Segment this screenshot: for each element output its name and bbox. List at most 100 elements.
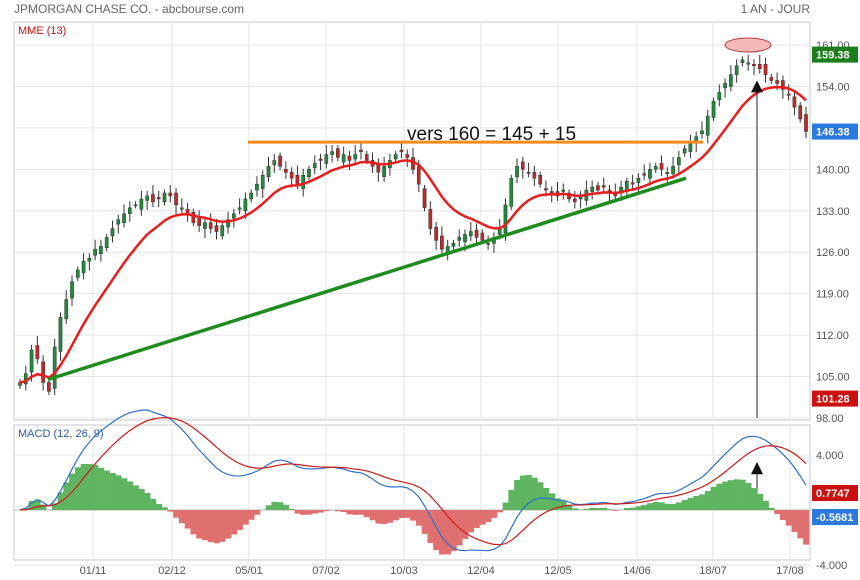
candle-body: [330, 151, 334, 155]
candle: [70, 275, 74, 307]
macd-histogram-bar: [421, 510, 428, 534]
candle-body: [746, 62, 751, 65]
candle: [769, 74, 774, 85]
candle: [526, 162, 531, 178]
price-tag-bg: [812, 390, 858, 407]
macd-histogram-bar: [92, 464, 99, 510]
candle-body: [191, 212, 196, 223]
x-tick-label: 18/07: [699, 565, 727, 577]
candle: [382, 156, 386, 182]
price-tag-bg: [812, 46, 858, 63]
candle-body: [463, 234, 467, 243]
macd-histogram-bar: [363, 510, 371, 518]
candle: [405, 149, 410, 167]
candle-body: [197, 217, 202, 226]
macd-histogram-bar: [300, 510, 307, 515]
macd-histogram-bar: [496, 510, 503, 513]
macd-histogram-bar: [583, 508, 590, 510]
macd-histogram-bar: [323, 510, 330, 512]
candle: [324, 145, 329, 169]
candle: [312, 155, 317, 175]
candle: [700, 121, 704, 139]
macd-histogram-bar: [606, 509, 613, 510]
macd-histogram-bar: [687, 497, 694, 510]
macd-histogram-bar: [577, 509, 584, 510]
candle-body: [538, 175, 542, 185]
candle-body: [474, 229, 479, 238]
macd-histogram-bar: [196, 510, 203, 539]
macd-histogram-bar: [150, 498, 157, 510]
candle: [237, 198, 242, 215]
candle: [740, 56, 745, 67]
macd-histogram-bar: [791, 510, 798, 532]
candle-body: [798, 105, 803, 120]
candle-body: [399, 149, 404, 152]
macd-histogram-bar: [202, 510, 209, 541]
candle: [572, 190, 577, 209]
candle: [81, 253, 86, 280]
macd-histogram-bar: [779, 510, 787, 521]
macd-histogram-bar: [138, 488, 145, 510]
candle: [52, 338, 57, 395]
macd-histogram-bar: [317, 510, 324, 513]
price-tag-bg: [812, 123, 858, 140]
macd-histogram-bar: [132, 485, 139, 510]
macd-histogram-bar: [491, 510, 498, 518]
candle: [41, 355, 45, 391]
macd-histogram-bar: [410, 510, 417, 521]
macd-histogram-bar: [444, 510, 451, 555]
macd-histogram-bar: [115, 475, 122, 510]
candle: [515, 158, 519, 184]
macd-histogram-bar: [727, 480, 735, 510]
candle-body: [781, 80, 785, 90]
macd-histogram-bar: [207, 510, 215, 543]
candle: [151, 185, 155, 207]
candle: [677, 150, 681, 173]
macd-histogram-bar: [473, 510, 480, 529]
candle-body: [231, 213, 236, 219]
candle: [87, 253, 92, 271]
candle: [711, 97, 716, 122]
candle-body: [653, 166, 658, 170]
top-ellipse: [724, 37, 772, 53]
candle: [249, 189, 254, 203]
x-tick-label: 17/08: [776, 565, 804, 577]
candle: [520, 156, 525, 179]
macd-histogram-bar: [751, 488, 758, 510]
candle-body: [648, 169, 652, 179]
macd-histogram-bar: [63, 482, 70, 510]
candle-body: [41, 361, 45, 383]
candle-body: [700, 130, 704, 135]
candle: [318, 153, 323, 170]
macd-histogram-bar: [664, 503, 671, 510]
candle: [532, 165, 537, 187]
candle-body: [688, 142, 693, 152]
candle-body: [682, 148, 687, 154]
candle-body: [480, 232, 485, 241]
y-tick-label: 154.00: [816, 81, 850, 93]
macd-histogram-bar: [98, 467, 105, 510]
macd-histogram-bar: [439, 510, 446, 555]
macd-histogram-bar: [282, 504, 290, 510]
macd-histogram-bar: [710, 486, 717, 510]
macd-tick-label: -4.000: [816, 560, 847, 572]
candle: [231, 208, 236, 228]
candle-body: [336, 148, 340, 158]
candle: [359, 143, 363, 160]
candle: [746, 54, 751, 71]
candle-body: [307, 169, 311, 177]
candle-body: [312, 163, 317, 169]
macd-histogram-bar: [236, 510, 243, 530]
candle: [538, 171, 542, 188]
macd-histogram-bar: [629, 507, 636, 510]
candle-body: [58, 317, 63, 352]
candle-body: [416, 166, 421, 185]
candle: [307, 165, 311, 181]
candle-body: [168, 192, 173, 197]
macd-histogram-bar: [803, 510, 810, 545]
macd-histogram-bar: [566, 504, 573, 510]
macd-histogram-bar: [51, 503, 58, 510]
candle-body: [422, 188, 427, 209]
candle-body: [544, 188, 548, 191]
candle-body: [757, 63, 762, 69]
